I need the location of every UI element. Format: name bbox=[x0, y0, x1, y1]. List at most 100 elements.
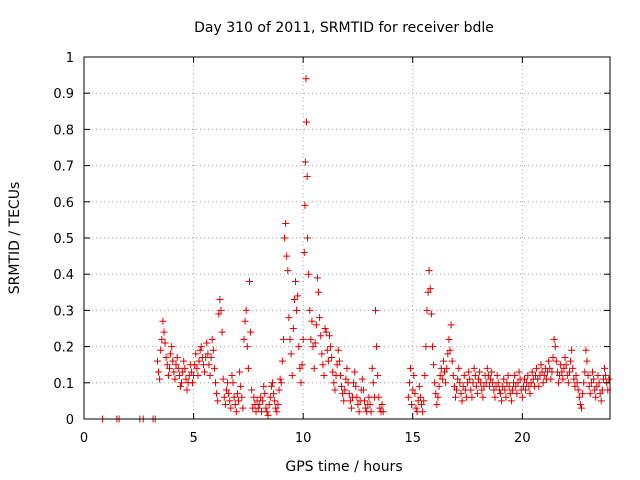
data-point bbox=[274, 401, 282, 409]
data-point bbox=[176, 382, 184, 390]
data-point bbox=[471, 372, 479, 380]
data-point bbox=[320, 372, 328, 380]
data-point bbox=[479, 393, 487, 401]
y-tick-label: 0.8 bbox=[53, 123, 74, 138]
data-point bbox=[549, 353, 557, 361]
data-point bbox=[267, 382, 275, 390]
data-point bbox=[597, 397, 605, 405]
data-point bbox=[175, 372, 183, 380]
data-point bbox=[592, 393, 600, 401]
data-point bbox=[478, 386, 486, 394]
data-point bbox=[162, 353, 170, 361]
data-point bbox=[327, 343, 335, 351]
data-point bbox=[232, 408, 240, 416]
data-point bbox=[179, 368, 187, 376]
chart-title: Day 310 of 2011, SRMTID for receiver bdl… bbox=[194, 20, 494, 36]
data-point bbox=[352, 382, 360, 390]
data-point bbox=[515, 368, 523, 376]
data-point bbox=[426, 285, 434, 293]
data-point bbox=[193, 364, 201, 372]
data-point bbox=[300, 248, 308, 256]
data-point bbox=[338, 382, 346, 390]
data-point bbox=[371, 306, 379, 314]
data-point bbox=[472, 382, 480, 390]
data-point bbox=[157, 346, 165, 354]
data-point bbox=[496, 390, 504, 398]
data-point bbox=[306, 306, 314, 314]
data-point bbox=[469, 379, 477, 387]
data-point bbox=[425, 267, 433, 275]
data-point bbox=[539, 379, 547, 387]
data-point bbox=[421, 372, 429, 380]
data-point bbox=[540, 372, 548, 380]
data-point bbox=[248, 386, 256, 394]
data-point bbox=[359, 386, 367, 394]
data-point bbox=[367, 408, 375, 416]
data-point bbox=[322, 328, 330, 336]
data-point bbox=[331, 386, 339, 394]
data-point bbox=[355, 408, 363, 416]
data-point bbox=[369, 379, 377, 387]
data-point bbox=[593, 382, 601, 390]
data-point bbox=[465, 368, 473, 376]
data-point bbox=[451, 393, 459, 401]
data-point bbox=[564, 379, 572, 387]
grid bbox=[84, 57, 610, 419]
data-point bbox=[255, 401, 263, 409]
data-point bbox=[558, 368, 566, 376]
data-point bbox=[423, 306, 431, 314]
data-point bbox=[552, 357, 560, 365]
data-point bbox=[434, 393, 442, 401]
data-point bbox=[526, 390, 534, 398]
data-point bbox=[484, 372, 492, 380]
data-point bbox=[210, 364, 218, 372]
x-axis-label: GPS time / hours bbox=[285, 459, 402, 475]
data-point bbox=[354, 401, 362, 409]
data-point bbox=[419, 408, 427, 416]
data-point bbox=[231, 401, 239, 409]
data-point bbox=[156, 375, 164, 383]
data-point bbox=[264, 411, 272, 419]
data-point bbox=[209, 346, 217, 354]
data-point bbox=[233, 390, 241, 398]
data-point bbox=[302, 118, 310, 126]
data-point bbox=[560, 364, 568, 372]
data-point bbox=[163, 361, 171, 369]
data-point bbox=[196, 346, 204, 354]
data-point bbox=[475, 375, 482, 383]
data-point bbox=[534, 375, 542, 383]
data-point bbox=[361, 397, 369, 405]
data-point bbox=[513, 390, 521, 398]
data-point bbox=[212, 379, 219, 387]
axis-ticks bbox=[83, 56, 610, 420]
data-point bbox=[554, 379, 562, 387]
data-point bbox=[289, 325, 297, 332]
data-point bbox=[456, 379, 464, 387]
data-point bbox=[568, 346, 576, 354]
data-point bbox=[376, 404, 384, 412]
data-point bbox=[494, 379, 502, 387]
data-point bbox=[575, 393, 583, 401]
data-point bbox=[310, 364, 318, 372]
data-point bbox=[318, 350, 326, 358]
data-point bbox=[455, 364, 463, 372]
data-point bbox=[430, 361, 438, 369]
y-tick-label: 0.4 bbox=[53, 268, 74, 283]
data-point bbox=[375, 393, 383, 401]
data-point bbox=[271, 397, 279, 405]
data-point bbox=[576, 401, 584, 409]
data-point bbox=[159, 317, 167, 325]
data-point bbox=[321, 325, 329, 332]
data-point bbox=[328, 353, 336, 361]
data-point bbox=[204, 350, 212, 358]
data-point bbox=[181, 364, 189, 372]
data-point bbox=[594, 372, 602, 380]
data-point bbox=[165, 364, 173, 372]
data-point bbox=[228, 372, 236, 380]
data-point bbox=[266, 393, 274, 401]
data-point bbox=[512, 382, 520, 390]
data-point bbox=[304, 234, 312, 242]
data-point bbox=[578, 404, 586, 412]
data-point bbox=[473, 390, 481, 398]
data-point bbox=[459, 382, 467, 390]
